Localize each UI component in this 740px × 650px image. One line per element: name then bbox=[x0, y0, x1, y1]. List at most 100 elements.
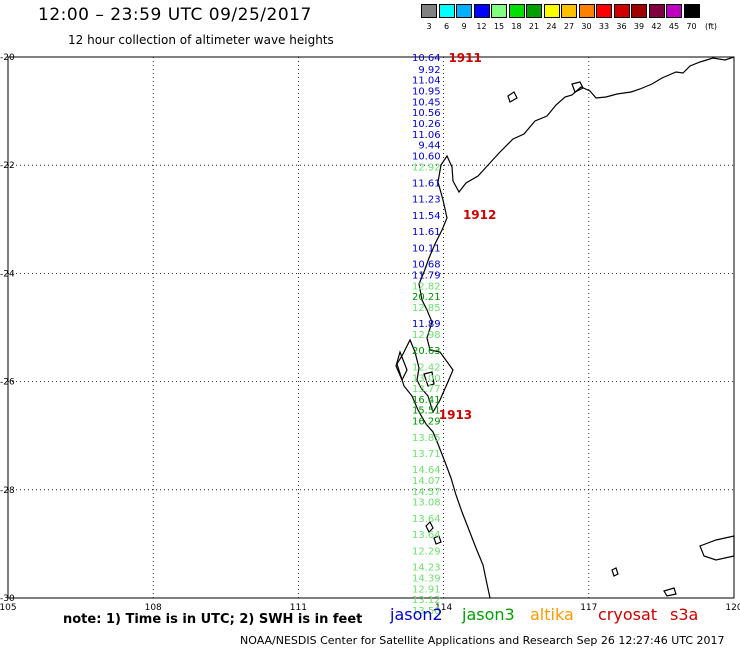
lon-tick-label: 111 bbox=[290, 603, 307, 613]
swh-value: 12.85 bbox=[412, 303, 441, 314]
chart-subtitle: 12 hour collection of altimeter wave hei… bbox=[68, 33, 334, 47]
legend-swatch bbox=[666, 4, 682, 18]
swh-value: 10.26 bbox=[412, 119, 441, 130]
satellite-label: cryosat bbox=[598, 605, 658, 624]
swh-value: 12.29 bbox=[412, 546, 441, 557]
swh-value: 11.04 bbox=[412, 76, 441, 87]
satellite-label: jason3 bbox=[462, 605, 515, 624]
swh-value: 13.71 bbox=[412, 449, 441, 460]
island-path bbox=[507, 91, 518, 103]
satellite-label: jason2 bbox=[390, 605, 443, 624]
legend-label: 6 bbox=[443, 22, 450, 31]
lat-tick-label: -20 bbox=[0, 53, 15, 63]
time-label: 1912 bbox=[463, 208, 496, 222]
lon-tick-label: 105 bbox=[0, 603, 17, 613]
legend-label: 30 bbox=[581, 22, 592, 31]
legend-unit: (ft) bbox=[704, 22, 718, 31]
island-path bbox=[423, 371, 435, 387]
swh-value: 20.63 bbox=[412, 346, 441, 357]
swh-value: 13.77 bbox=[412, 384, 441, 395]
swh-value: 11.06 bbox=[412, 130, 441, 141]
swh-value: 14.07 bbox=[412, 476, 441, 487]
island-path bbox=[611, 567, 619, 577]
coastline-path bbox=[396, 56, 735, 599]
swh-value: 10.60 bbox=[412, 151, 441, 162]
island-path bbox=[395, 350, 408, 382]
footer-note: note: 1) Time is in UTC; 2) SWH is in fe… bbox=[63, 612, 363, 627]
observations: 10.649.9211.0410.9510.4510.5610.2611.069… bbox=[412, 53, 441, 617]
lat-tick-label: -24 bbox=[0, 269, 15, 279]
swh-value: 9.92 bbox=[418, 65, 440, 76]
lat-tick-label: -28 bbox=[0, 486, 15, 496]
swh-value: 12.82 bbox=[412, 281, 441, 292]
legend-label: 18 bbox=[511, 22, 522, 31]
swh-value: 13.64 bbox=[412, 530, 441, 541]
time-label: 1911 bbox=[448, 51, 481, 65]
swh-value: 11.89 bbox=[412, 319, 441, 330]
island-path bbox=[699, 535, 735, 561]
legend-swatch bbox=[578, 4, 595, 18]
lon-tick-label: 114 bbox=[435, 603, 452, 613]
legend-label: 33 bbox=[598, 22, 610, 31]
swh-value: 11.23 bbox=[412, 195, 441, 206]
legend-label: 12 bbox=[476, 22, 487, 31]
swh-value: 13.85 bbox=[412, 433, 441, 444]
legend-swatch bbox=[596, 4, 612, 18]
legend-label: 42 bbox=[651, 22, 662, 31]
legend-swatch bbox=[421, 4, 437, 18]
swh-value: 13.50 bbox=[412, 606, 441, 617]
legend-label: 70 bbox=[686, 22, 697, 31]
legend-swatch bbox=[508, 4, 525, 18]
swh-value: 14.39 bbox=[412, 573, 441, 584]
swh-value: 10.68 bbox=[412, 260, 441, 271]
legend-swatch bbox=[543, 4, 560, 18]
swh-value: 20.21 bbox=[412, 292, 441, 303]
swh-value: 11.61 bbox=[412, 227, 441, 238]
legend-swatch bbox=[631, 4, 647, 18]
swh-value: 13.08 bbox=[412, 498, 441, 509]
lon-tick-label: 120 bbox=[725, 603, 740, 613]
swh-value: 15.51 bbox=[412, 406, 441, 417]
axis-ticks: 105 108 111 114 117 120 -20 -22 -24 -26 -28 -30 bbox=[0, 53, 740, 613]
legend-label: 21 bbox=[528, 22, 540, 31]
legend-label: 3 bbox=[426, 22, 432, 31]
time-markers: 1911 1912 1913 bbox=[439, 51, 497, 422]
legend-swatch bbox=[561, 4, 577, 18]
swh-value: 12.98 bbox=[412, 330, 441, 341]
swh-value: 16.29 bbox=[412, 417, 441, 428]
swh-value: 13.12 bbox=[412, 595, 441, 606]
swh-value: 10.56 bbox=[412, 108, 441, 119]
island-path bbox=[425, 520, 434, 534]
swh-value: 10.45 bbox=[412, 97, 441, 108]
legend-label: 36 bbox=[616, 22, 627, 31]
chart-title: 12:00 – 23:59 UTC 09/25/2017 bbox=[38, 5, 312, 25]
legend-swatch bbox=[683, 4, 700, 18]
legend-swatch bbox=[456, 4, 472, 18]
swh-value: 10.11 bbox=[412, 243, 441, 254]
coastline bbox=[395, 56, 735, 599]
footer-credit: NOAA/NESDIS Center for Satellite Applica… bbox=[240, 634, 725, 647]
legend-label: 24 bbox=[546, 22, 557, 31]
lat-tick-label: -22 bbox=[0, 161, 15, 171]
swh-value: 11.79 bbox=[412, 270, 441, 281]
legend-swatch bbox=[648, 4, 665, 18]
legend-label: 27 bbox=[563, 22, 575, 31]
swh-value: 11.54 bbox=[412, 211, 441, 222]
map-frame bbox=[7, 56, 735, 599]
swh-value: 10.95 bbox=[412, 87, 441, 98]
legend-swatch bbox=[526, 4, 542, 18]
swh-value: 12.91 bbox=[412, 584, 441, 595]
island-path bbox=[433, 535, 442, 545]
lon-tick-label: 117 bbox=[580, 603, 597, 613]
island-path bbox=[663, 587, 677, 597]
swh-value: 9.44 bbox=[418, 141, 440, 152]
lat-tick-label: -30 bbox=[0, 594, 15, 604]
swh-value: 13.64 bbox=[412, 514, 441, 525]
swh-value: 12.92 bbox=[412, 162, 441, 173]
legend-label: 45 bbox=[668, 22, 680, 31]
swh-value: 10.64 bbox=[412, 53, 441, 64]
legend-label: 15 bbox=[493, 22, 505, 31]
legend-swatch bbox=[438, 4, 455, 18]
satellite-label: altika bbox=[530, 605, 574, 624]
